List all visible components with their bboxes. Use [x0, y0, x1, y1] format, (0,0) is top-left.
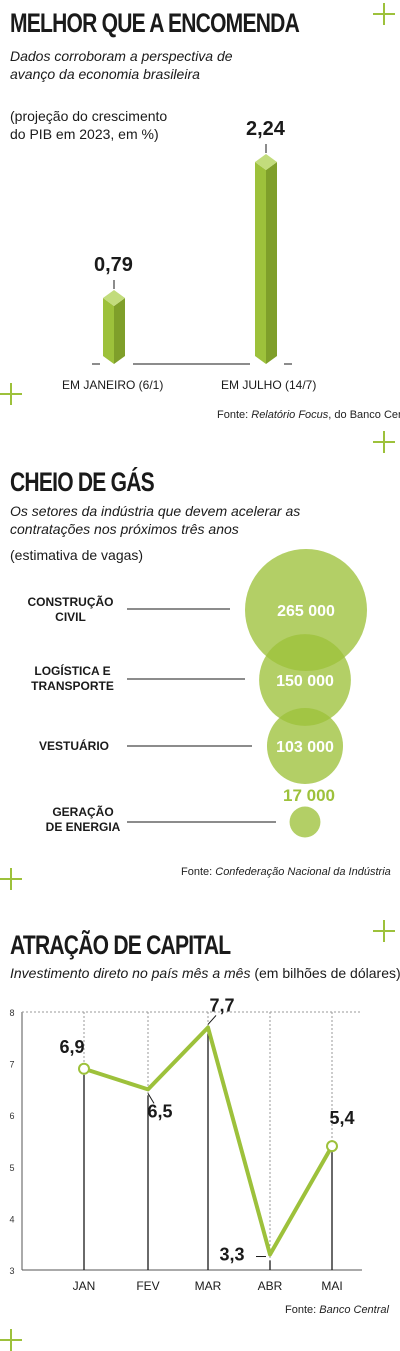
- bubble-value-label: 17 000: [283, 786, 335, 805]
- crosshair-icon: [373, 920, 395, 942]
- y-tick-label: 6: [9, 1111, 14, 1121]
- bar-face-side: [114, 297, 125, 364]
- crosshair-icon: [0, 383, 22, 405]
- section2-subtitle: Os setores da indústria que devem aceler…: [10, 503, 301, 537]
- x-tick-label: FEV: [136, 1279, 159, 1290]
- bubble: [289, 806, 321, 838]
- section1-title: MELHOR QUE A ENCOMENDA: [10, 8, 300, 38]
- bar-chart: [92, 144, 292, 365]
- x-tick-label: MAR: [195, 1279, 222, 1290]
- bar-face-top: [103, 289, 125, 306]
- bar-category-label: EM JANEIRO (6/1): [62, 378, 164, 392]
- line-chart-plot: 3 4 5 6 7 8 JAN FEV MAR ABR MAI 6,9 6,5 7,7 3,3 5,4: [9, 995, 362, 1290]
- bar-face-top: [255, 154, 277, 170]
- data-value-label: 6,5: [147, 1101, 172, 1121]
- section3-source: Fonte: Banco Central: [285, 1304, 389, 1316]
- section1-subtitle: Dados corroboram a perspectiva de avanço…: [10, 48, 233, 82]
- data-value-label: 3,3: [219, 1245, 244, 1265]
- sector-label: LOGÍSTICA E TRANSPORTE: [31, 664, 114, 693]
- y-tick-label: 4: [9, 1214, 14, 1224]
- section2-source: Fonte: Confederação Nacional da Indústri…: [181, 866, 391, 878]
- x-tick-label: MAI: [321, 1279, 342, 1290]
- bubble-value-label: 150 000: [276, 673, 334, 690]
- bubble: [266, 707, 344, 785]
- bubble-value-label: 103 000: [276, 739, 334, 756]
- x-tick-label: JAN: [73, 1279, 96, 1290]
- data-value-label: 7,7: [209, 995, 234, 1015]
- bar-value-label: 0,79: [94, 253, 133, 276]
- section3-subtitle: Investimento direto no país mês a mês (e…: [10, 965, 400, 981]
- section1-note: (projeção do crescimento do PIB em 2023,…: [10, 108, 168, 142]
- bubble-value-label: 265 000: [277, 603, 335, 620]
- data-value-label: 6,9: [59, 1037, 84, 1057]
- sector-label: GERAÇÃO DE ENERGIA: [45, 805, 121, 834]
- bar-value-label: 2,24: [246, 118, 285, 140]
- series-line: [83, 1025, 334, 1257]
- crosshair-icon: [0, 1329, 22, 1351]
- data-point: [78, 1062, 90, 1075]
- bar-face-front: [255, 162, 266, 364]
- section1-source: Fonte: Relatório Focus, do Banco Central: [217, 409, 400, 421]
- y-tick-label: 7: [9, 1060, 14, 1070]
- bar-face-side: [266, 162, 277, 364]
- data-point: [326, 1140, 338, 1153]
- data-value-label: 5,4: [329, 1108, 354, 1128]
- crosshair-icon: [0, 868, 22, 890]
- bar-face-front: [103, 297, 114, 364]
- bubble-chart: 265 000 150 000 103 000: [127, 549, 367, 838]
- section2-note: (estimativa de vagas): [10, 547, 144, 563]
- bar-category-label: EM JULHO (14/7): [221, 378, 317, 392]
- sector-label: CONSTRUÇÃO CIVIL: [27, 595, 114, 624]
- sector-label: VESTUÁRIO: [38, 739, 109, 753]
- y-tick-label: 5: [9, 1163, 14, 1173]
- crosshair-icon: [373, 431, 395, 453]
- label-leader: [147, 1093, 155, 1104]
- section3-title: ATRAÇÃO DE CAPITAL: [10, 930, 231, 960]
- label-leader: [207, 1015, 217, 1025]
- bubble: [245, 549, 367, 671]
- crosshair-icon: [373, 3, 395, 25]
- y-tick-label: 3: [9, 1266, 14, 1276]
- bubble: [259, 634, 351, 726]
- section2-title: CHEIO DE GÁS: [10, 467, 155, 497]
- y-tick-label: 8: [9, 1008, 14, 1018]
- x-tick-label: ABR: [258, 1279, 283, 1290]
